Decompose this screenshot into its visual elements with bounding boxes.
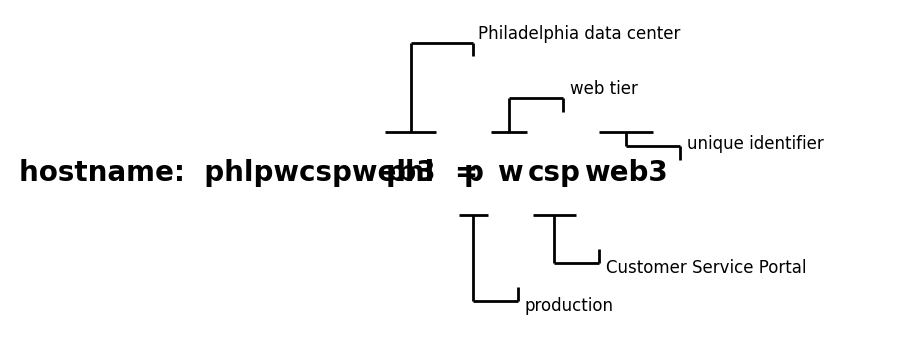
Text: hostname:  phlpwcspweb3  =: hostname: phlpwcspweb3 = (19, 160, 479, 187)
Text: w: w (497, 160, 522, 187)
Text: Philadelphia data center: Philadelphia data center (478, 25, 680, 43)
Text: csp: csp (528, 160, 581, 187)
Text: phl: phl (386, 160, 435, 187)
Text: unique identifier: unique identifier (686, 135, 824, 153)
Text: web tier: web tier (570, 80, 638, 98)
Text: production: production (525, 297, 613, 315)
Text: p: p (464, 160, 483, 187)
Text: web3: web3 (584, 160, 668, 187)
Text: Customer Service Portal: Customer Service Portal (605, 259, 806, 277)
